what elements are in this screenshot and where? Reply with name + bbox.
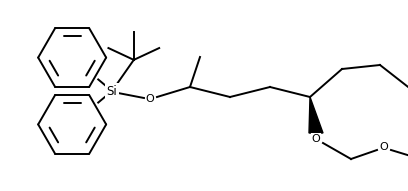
Text: O: O — [379, 142, 388, 152]
Text: Si: Si — [106, 84, 118, 97]
Text: O: O — [146, 94, 154, 104]
Polygon shape — [309, 97, 323, 133]
Text: O: O — [312, 134, 320, 144]
